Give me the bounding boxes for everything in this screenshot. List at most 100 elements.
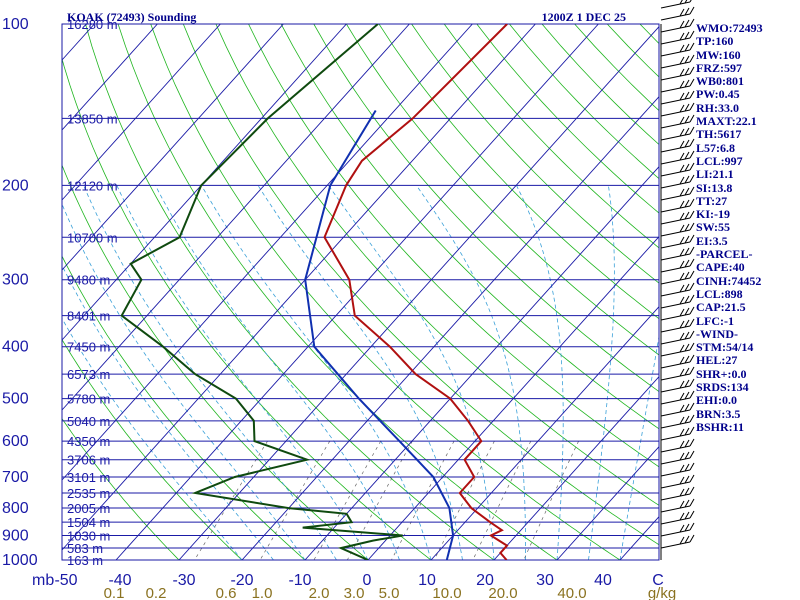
height-label: 3101 m <box>67 470 110 485</box>
isotherm <box>115 24 599 560</box>
sounding-index: WB0:801 <box>696 74 744 89</box>
sounding-indices-panel: WMO:72493 TP:160 MW:160 FRZ:597 WB0:801 PW:0.… <box>696 21 800 434</box>
wind-barb <box>660 366 695 381</box>
pressure-tick-label: 500 <box>2 391 29 408</box>
sounding-index: KI:-19 <box>696 207 730 222</box>
chart-title: KOAK (72493) Sounding <box>67 10 196 24</box>
moist-adiabat <box>83 185 337 560</box>
isotherm <box>493 375 659 560</box>
wind-barb <box>660 6 695 21</box>
wind-barb <box>660 402 695 417</box>
height-label: 16280 m <box>67 17 118 32</box>
isotherm <box>62 24 536 551</box>
moist-adiabat <box>588 185 615 560</box>
moist-adiabat <box>116 185 369 560</box>
isotherm <box>304 165 659 560</box>
height-label: 10700 m <box>67 230 118 245</box>
moist-adiabat <box>62 317 243 560</box>
wind-barb <box>660 42 695 57</box>
wind-barb <box>660 318 695 333</box>
pressure-tick-label: 800 <box>2 500 29 517</box>
pressure-tick-label: 400 <box>2 339 29 356</box>
height-label: 1030 m <box>67 528 110 543</box>
temperature-tick-label: -50 <box>54 572 77 589</box>
height-label: 583 m <box>67 541 103 556</box>
pressure-tick-label: 900 <box>2 527 29 544</box>
isotherm <box>62 24 221 201</box>
isotherm <box>62 24 473 481</box>
wind-barb <box>660 462 695 477</box>
sounding-index: LFC:-1 <box>696 313 734 328</box>
sounding-index: FRZ:597 <box>696 60 742 75</box>
moist-adiabat <box>619 334 659 560</box>
height-labels: 16280 m 13850 m 12120 m 10700 m 9480 m 8401 m… <box>67 17 118 568</box>
dry-adiabat <box>62 338 243 560</box>
wind-barb <box>660 174 695 189</box>
temperature-trace <box>323 24 509 560</box>
height-label: 3706 m <box>67 453 110 468</box>
wind-barb <box>660 282 695 297</box>
wind-barb <box>660 426 695 441</box>
wind-barb <box>660 450 695 465</box>
dry-adiabat <box>62 255 306 560</box>
wind-barb <box>660 0 692 9</box>
wind-barb <box>660 126 695 141</box>
wind-barbs <box>660 0 695 560</box>
temperature-tick-label: C <box>652 572 664 589</box>
sounding-index: BSHR:11 <box>696 419 745 434</box>
wind-barb <box>660 330 695 345</box>
wind-barb <box>660 534 695 549</box>
isotherms <box>62 24 659 560</box>
height-label: 9480 m <box>67 273 110 288</box>
wind-barb <box>660 438 695 453</box>
pressure-tick-label: 300 <box>2 272 29 289</box>
temperature-tick-label: 40 <box>594 572 612 589</box>
height-label: 5040 m <box>67 414 110 429</box>
sounding-index: SW:55 <box>696 220 731 235</box>
isotherm <box>62 24 410 411</box>
dry-adiabat <box>85 24 495 560</box>
plot-frame <box>61 23 660 561</box>
temperature-tick-label: -30 <box>172 572 195 589</box>
wind-barb <box>660 474 695 489</box>
wind-barb <box>660 414 695 429</box>
wind-barb <box>660 138 695 153</box>
wind-barb <box>660 294 695 309</box>
wind-barb <box>660 306 695 321</box>
sounding-index: MAXT:22.1 <box>696 114 757 129</box>
mixing-ratio-tick-label: 40.0 <box>557 585 586 600</box>
mixing-ratio-tick-label: 0.6 <box>216 585 237 600</box>
wind-barb <box>660 90 695 105</box>
sounding-index: -PARCEL- <box>696 247 753 262</box>
sounding-index: STM:54/14 <box>696 340 754 355</box>
wind-barb <box>660 270 695 285</box>
mixing-ratio-tick-label: 10.0 <box>432 585 461 600</box>
wind-barb <box>660 342 695 357</box>
pressure-tick-label: 100 <box>2 16 29 33</box>
wind-barb <box>660 234 695 249</box>
height-label: 4350 m <box>67 434 110 449</box>
isotherm <box>62 24 284 271</box>
wind-barb <box>660 390 695 405</box>
height-label: 2535 m <box>67 486 110 501</box>
mixing-ratio-line <box>313 440 382 560</box>
sounding-index: TP:160 <box>696 34 734 49</box>
height-label: 5780 m <box>67 392 110 407</box>
height-label: 8401 m <box>67 309 110 324</box>
wind-barb <box>660 486 695 501</box>
wind-barb <box>660 186 695 201</box>
wind-barb <box>660 210 695 225</box>
chart-datetime: 1200Z 1 DEC 25 <box>542 10 626 24</box>
mixing-ratio-line <box>346 440 413 560</box>
wind-barb <box>660 102 695 117</box>
isotherm <box>62 24 158 131</box>
temperature-tick-label: 10 <box>418 572 436 589</box>
mixing-ratio-tick-label: 0.1 <box>104 585 125 600</box>
height-label: 2005 m <box>67 501 110 516</box>
isotherm <box>556 445 659 560</box>
wind-barb <box>660 18 695 33</box>
sounding-index: LI:21.1 <box>696 167 734 182</box>
height-label: 6573 m <box>67 367 110 382</box>
